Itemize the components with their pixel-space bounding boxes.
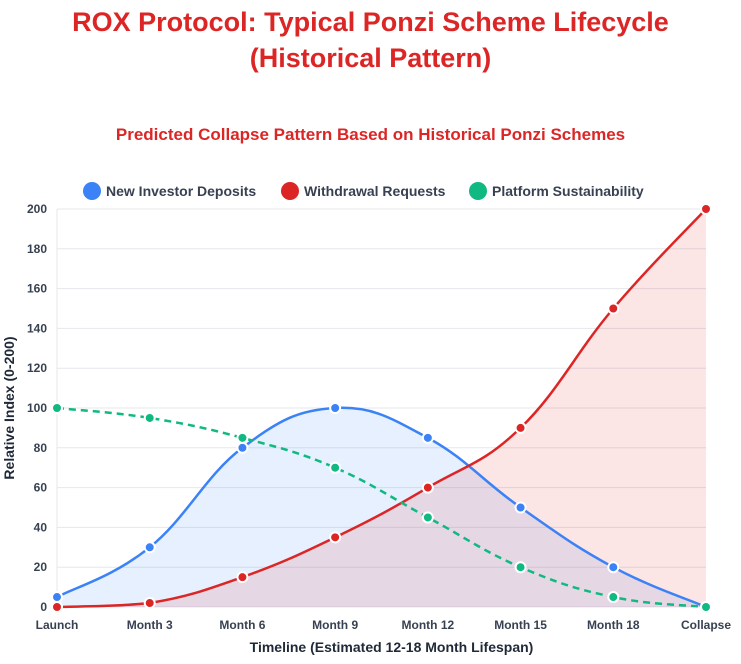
legend-marker [469, 182, 487, 200]
legend-item: New Investor Deposits [83, 182, 256, 200]
x-tick-label: Month 6 [219, 618, 265, 632]
x-tick-label: Month 18 [587, 618, 640, 632]
data-point [421, 511, 434, 524]
data-point [51, 591, 63, 604]
series-area [57, 407, 706, 607]
y-tick-label: 140 [27, 321, 47, 335]
data-point [607, 302, 620, 315]
data-point [51, 601, 63, 613]
data-point [514, 501, 527, 514]
data-point [143, 541, 156, 554]
data-point [329, 402, 342, 414]
data-point [143, 597, 156, 610]
data-point [421, 481, 434, 494]
y-tick-label: 120 [27, 361, 47, 375]
y-axis-label: Relative Index (0-200) [1, 336, 17, 479]
data-point [421, 431, 434, 444]
data-point [514, 421, 527, 434]
y-tick-label: 40 [34, 520, 48, 534]
y-tick-label: 180 [27, 242, 47, 256]
data-point [329, 461, 342, 474]
data-point [607, 591, 620, 604]
y-tick-label: 200 [27, 202, 47, 216]
x-tick-label: Month 15 [494, 618, 547, 632]
legend-item: Withdrawal Requests [281, 182, 446, 200]
y-tick-label: 20 [34, 560, 48, 574]
data-point [236, 441, 249, 454]
data-point [51, 402, 63, 414]
data-point [514, 561, 527, 574]
chart-subtitle: Predicted Collapse Pattern Based on Hist… [115, 125, 626, 144]
y-tick-label: 160 [27, 282, 47, 296]
x-tick-label: Collapse [681, 618, 731, 632]
legend-label: Platform Sustainability [492, 183, 644, 199]
data-point [236, 431, 249, 444]
y-tick-label: 80 [34, 441, 48, 455]
y-tick-label: 60 [34, 481, 48, 495]
x-axis-label: Timeline (Estimated 12-18 Month Lifespan… [250, 639, 534, 655]
x-tick-label: Launch [36, 618, 79, 632]
data-point [607, 561, 620, 574]
data-point [329, 531, 342, 544]
chart-title-line-1: ROX Protocol: Typical Ponzi Scheme Lifec… [72, 7, 669, 37]
series-line [56, 406, 707, 609]
data-point [236, 571, 249, 584]
chart-title: ROX Protocol: Typical Ponzi Scheme Lifec… [0, 4, 741, 76]
legend-marker [83, 182, 101, 200]
x-tick-label: Month 12 [402, 618, 455, 632]
x-tick-label: Month 9 [312, 618, 358, 632]
data-point [700, 601, 712, 613]
legend-label: Withdrawal Requests [304, 183, 446, 199]
y-tick-label: 100 [27, 401, 47, 415]
series-area [57, 209, 706, 607]
series-line [56, 406, 707, 609]
data-point [700, 203, 712, 215]
legend-item: Platform Sustainability [469, 182, 644, 200]
chart-title-line-2: (Historical Pattern) [249, 43, 492, 73]
legend-label: New Investor Deposits [106, 183, 256, 199]
x-tick-label: Month 3 [127, 618, 173, 632]
legend-marker [281, 182, 299, 200]
data-point [143, 411, 156, 424]
y-tick-label: 0 [40, 600, 47, 614]
